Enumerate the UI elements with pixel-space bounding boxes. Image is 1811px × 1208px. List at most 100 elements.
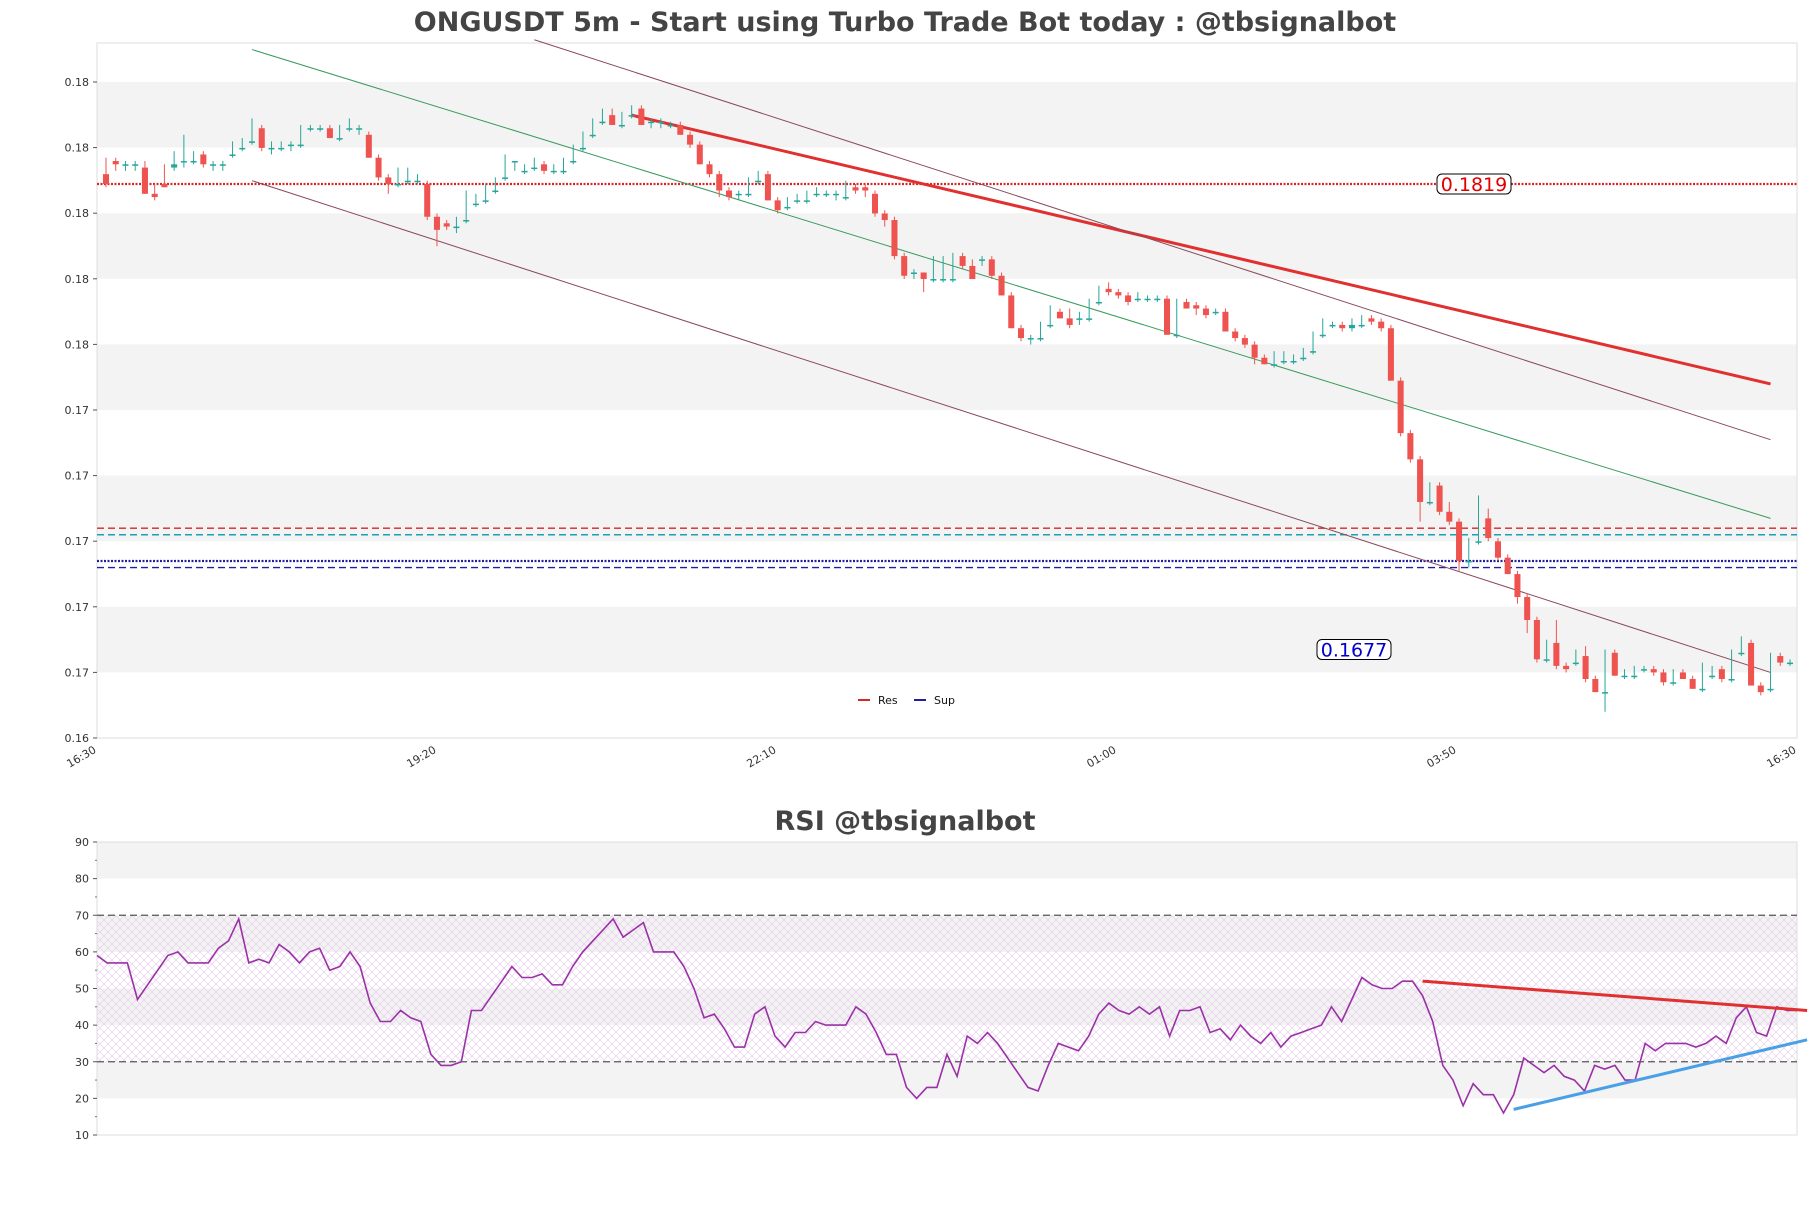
candle-body bbox=[424, 183, 431, 217]
candle-body bbox=[492, 190, 499, 193]
candle-body bbox=[1533, 619, 1540, 660]
candle-body bbox=[1280, 360, 1287, 363]
candle-body bbox=[287, 144, 294, 147]
trendline bbox=[631, 113, 1771, 386]
candle-body bbox=[1232, 331, 1239, 339]
candle-body bbox=[1748, 642, 1755, 686]
price-y-tick-label: 0.18 bbox=[65, 273, 90, 286]
candle-body bbox=[1465, 560, 1472, 563]
candle-body bbox=[1368, 318, 1375, 322]
candle-body bbox=[1319, 334, 1326, 337]
rsi-y-tick-label: 30 bbox=[75, 1056, 89, 1069]
candle-body bbox=[1602, 692, 1609, 694]
candle-body bbox=[1767, 688, 1774, 691]
candle-body bbox=[307, 128, 314, 130]
candle-body bbox=[541, 164, 548, 171]
candle-body bbox=[1407, 433, 1414, 460]
candle-body bbox=[278, 147, 285, 150]
candle-body bbox=[1514, 574, 1521, 598]
rsi-trendline bbox=[1513, 1038, 1808, 1111]
price-band bbox=[97, 606, 1797, 673]
candle-body bbox=[1572, 662, 1579, 665]
candle-body bbox=[1582, 656, 1589, 679]
candle-body bbox=[1154, 298, 1161, 301]
candle-body bbox=[1193, 305, 1200, 309]
candle-body bbox=[1650, 669, 1657, 673]
candle-body bbox=[823, 193, 830, 196]
candle-body bbox=[132, 164, 139, 166]
price-y-tick-label: 0.18 bbox=[65, 207, 90, 220]
candle-body bbox=[375, 157, 382, 178]
candle-body bbox=[1456, 521, 1463, 561]
candle-body bbox=[794, 200, 801, 202]
candle-body bbox=[930, 279, 937, 281]
candle-body bbox=[1300, 357, 1307, 360]
candle-body bbox=[248, 141, 256, 143]
candle-body bbox=[1212, 311, 1219, 314]
candle-body bbox=[1125, 295, 1132, 302]
price-y-tick-label: 0.17 bbox=[65, 535, 90, 548]
rsi-y-tick-label: 70 bbox=[75, 909, 89, 922]
price-y-tick-label: 0.17 bbox=[65, 470, 90, 483]
candle-body bbox=[1485, 518, 1492, 539]
candle-body bbox=[1543, 659, 1550, 661]
rsi-y-tick-label: 40 bbox=[75, 1019, 89, 1032]
candle-body bbox=[317, 128, 324, 130]
candle-body bbox=[1786, 662, 1794, 665]
candle-body bbox=[1611, 652, 1618, 676]
candle-body bbox=[200, 154, 207, 165]
rsi-hatch-band bbox=[97, 915, 1797, 1062]
price-y-tick-label: 0.18 bbox=[65, 142, 90, 155]
candle-body bbox=[1358, 324, 1365, 327]
candle-body bbox=[268, 147, 275, 150]
candle-body bbox=[667, 124, 674, 127]
candle-body bbox=[696, 144, 703, 165]
price-legend: Res Sup bbox=[858, 694, 955, 707]
candle-body bbox=[1660, 672, 1667, 683]
candle-body bbox=[433, 216, 440, 230]
candle-body bbox=[648, 121, 655, 124]
candle-body bbox=[1134, 298, 1141, 301]
candle-body bbox=[687, 134, 694, 145]
candle-body bbox=[920, 272, 927, 280]
candle-body bbox=[180, 161, 187, 163]
candle-body bbox=[706, 164, 713, 175]
rsi-y-tick-label: 10 bbox=[75, 1129, 89, 1142]
candle-body bbox=[628, 115, 635, 117]
candle-body bbox=[1348, 324, 1355, 329]
trendline bbox=[534, 39, 1771, 441]
candle-body bbox=[833, 193, 840, 196]
candle-body bbox=[871, 193, 879, 214]
candle-body bbox=[1709, 675, 1716, 678]
price-label-support: 0.1677 bbox=[1316, 638, 1392, 661]
candle-body bbox=[755, 180, 762, 183]
candle-body bbox=[112, 161, 119, 165]
candle-body bbox=[803, 200, 810, 202]
price-y-tick-label: 0.18 bbox=[65, 76, 90, 89]
candle-body bbox=[1144, 298, 1151, 301]
price-y-tick-label: 0.17 bbox=[65, 666, 90, 679]
candle-body bbox=[1553, 642, 1560, 666]
legend-res: Res bbox=[878, 694, 898, 707]
candle-body bbox=[609, 115, 616, 125]
candle-body bbox=[102, 174, 110, 184]
candlestick-series bbox=[102, 105, 1794, 712]
candle-body bbox=[1387, 328, 1394, 381]
candle-body bbox=[579, 147, 586, 150]
price-chart-title: ONGUSDT 5m - Start using Turbo Trade Bot… bbox=[414, 7, 1396, 38]
candle-body bbox=[979, 259, 986, 261]
candle-body bbox=[969, 265, 976, 280]
candle-body bbox=[1261, 357, 1268, 365]
candle-body bbox=[1563, 665, 1570, 670]
candle-body bbox=[1056, 311, 1063, 319]
candle-body bbox=[813, 193, 820, 196]
candle-body bbox=[1689, 678, 1696, 689]
candle-body bbox=[910, 272, 917, 274]
candle-body bbox=[151, 193, 158, 198]
candle-body bbox=[1105, 288, 1112, 293]
candle-body bbox=[949, 279, 956, 281]
candle-body bbox=[1436, 485, 1443, 512]
rsi-trendline bbox=[1422, 979, 1808, 1012]
candle-body bbox=[531, 167, 538, 170]
